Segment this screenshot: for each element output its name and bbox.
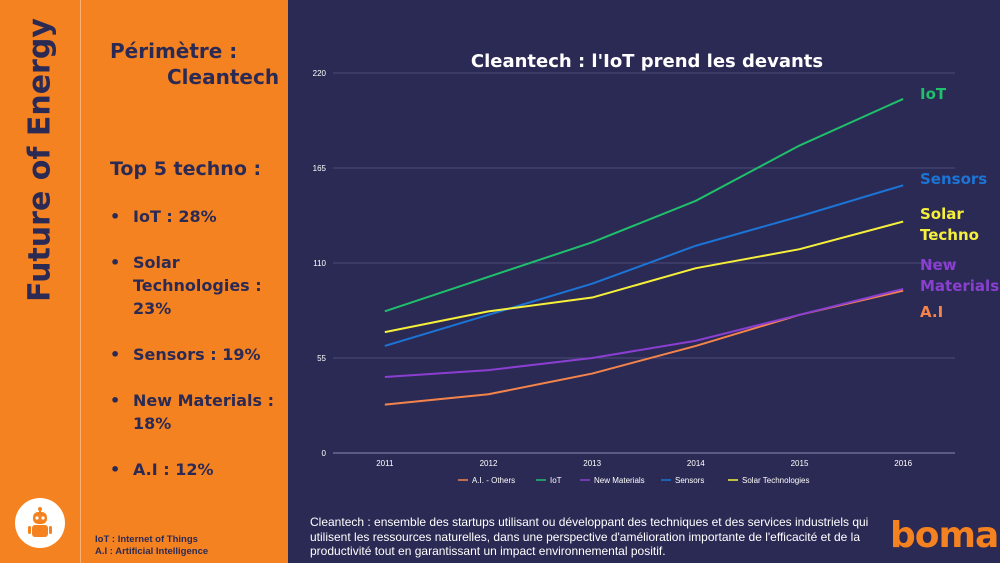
perimetre-label: Périmètre : xyxy=(110,39,238,63)
series-line xyxy=(384,287,904,378)
legend-label: Solar Technologies xyxy=(742,476,809,485)
list-item: A.I : 12% xyxy=(110,458,280,481)
y-tick-label: 220 xyxy=(313,69,327,78)
legend-label: IoT xyxy=(550,476,562,485)
legend-label: A.I. - Others xyxy=(472,476,515,485)
y-tick-label: 55 xyxy=(317,354,326,363)
series-line xyxy=(384,184,904,347)
x-tick-label: 2012 xyxy=(480,459,498,468)
boma-logo: boma xyxy=(890,515,999,556)
vertical-divider xyxy=(80,0,81,563)
y-tick-label: 0 xyxy=(322,449,327,458)
end-label: A.I xyxy=(920,303,943,321)
footnote: Cleantech : ensemble des startups utilis… xyxy=(310,515,869,558)
glossary: IoT : Internet of Things A.I : Artificia… xyxy=(95,534,208,558)
x-tick-label: 2011 xyxy=(376,459,394,468)
list-item: IoT : 28% xyxy=(110,205,280,228)
y-tick-label: 165 xyxy=(313,164,327,173)
end-label: IoT xyxy=(920,85,947,103)
list-item: New Materials : 18% xyxy=(110,389,280,435)
legend-label: New Materials xyxy=(594,476,645,485)
line-chart: Cleantech : l'IoT prend les devants 0 55 1… xyxy=(313,51,1000,485)
x-tick-label: 2013 xyxy=(583,459,601,468)
glossary-ai: A.I : Artificial Intelligence xyxy=(95,546,209,557)
x-tick-label: 2015 xyxy=(791,459,809,468)
x-tick-label: 2016 xyxy=(894,459,912,468)
legend-label: Sensors xyxy=(675,476,704,485)
chart-title: Cleantech : l'IoT prend les devants xyxy=(471,51,823,72)
list-item: Sensors : 19% xyxy=(110,343,280,366)
end-label: New Materials xyxy=(920,256,999,295)
perimetre-heading: Périmètre : Cleantech xyxy=(110,38,279,90)
end-label: Solar Techno xyxy=(920,205,979,244)
y-tick-label: 110 xyxy=(313,259,326,268)
series-line xyxy=(384,220,904,334)
glossary-iot: IoT : Internet of Things xyxy=(95,534,198,545)
perimetre-value: Cleantech xyxy=(167,65,280,89)
end-label: Sensors xyxy=(920,170,987,188)
list-item: Solar Technologies : 23% xyxy=(110,251,280,320)
series-line xyxy=(384,97,904,313)
vertical-title: Future of Energy xyxy=(22,18,58,302)
top5-title: Top 5 techno : xyxy=(110,158,262,180)
x-tick-label: 2014 xyxy=(687,459,705,468)
robot-icon xyxy=(15,498,65,548)
tech-list: IoT : 28% Solar Technologies : 23% Senso… xyxy=(110,205,280,504)
